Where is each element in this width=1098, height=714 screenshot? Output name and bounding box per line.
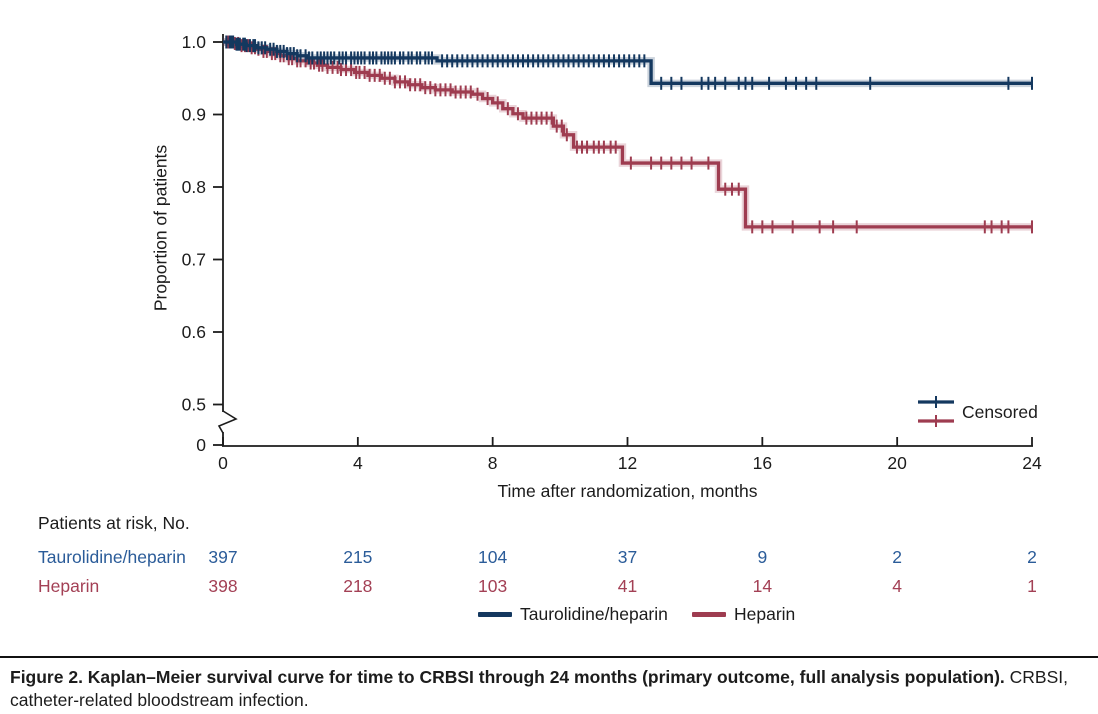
risk-table-title: Patients at risk, No. xyxy=(38,513,190,533)
x-tick-label: 12 xyxy=(618,453,637,473)
risk-count: 1 xyxy=(1027,576,1037,596)
x-tick-label: 8 xyxy=(488,453,498,473)
risk-count: 4 xyxy=(892,576,903,596)
risk-count: 2 xyxy=(1027,547,1037,567)
caption-bold-text: Figure 2. Kaplan–Meier survival curve fo… xyxy=(10,667,1005,687)
caption-divider xyxy=(0,656,1098,658)
risk-row-label-taurolidine: Taurolidine/heparin xyxy=(38,547,186,567)
y-tick-label: 0.8 xyxy=(182,177,206,197)
x-tick-label: 20 xyxy=(887,453,907,473)
x-tick-label: 4 xyxy=(353,453,363,473)
legend-label-heparin: Heparin xyxy=(734,604,796,624)
risk-count: 37 xyxy=(617,547,638,567)
y-tick-label: 0 xyxy=(196,435,206,455)
km-curve-halo-taurolidine-heparin xyxy=(223,38,1032,88)
heparin-line-swatch xyxy=(692,612,726,617)
y-tick-label: 0.6 xyxy=(182,322,206,342)
y-axis-break-icon xyxy=(217,410,238,434)
risk-count: 398 xyxy=(208,576,238,596)
risk-count: 41 xyxy=(617,576,638,596)
risk-count: 218 xyxy=(343,576,373,596)
figure-caption: Figure 2. Kaplan–Meier survival curve fo… xyxy=(10,666,1088,712)
risk-count: 14 xyxy=(752,576,773,596)
x-tick-label: 0 xyxy=(218,453,228,473)
risk-count: 215 xyxy=(343,547,373,567)
km-chart: 1.0 0.9 0.8 0.7 0.6 0.5 00 4 8 12 16 20 24 xyxy=(182,32,1042,473)
x-axis-title: Time after randomization, months xyxy=(497,481,758,501)
risk-count: 2 xyxy=(892,547,903,567)
risk-count: 103 xyxy=(478,576,508,596)
risk-count: 9 xyxy=(757,547,768,567)
censored-legend-label: Censored xyxy=(962,402,1038,422)
x-tick-label: 24 xyxy=(1022,453,1042,473)
risk-count: 104 xyxy=(478,547,508,567)
y-tick-label: 0.5 xyxy=(182,395,206,415)
taurolidine-heparin-line-swatch xyxy=(478,612,512,617)
legend-label-taurolidine: Taurolidine/heparin xyxy=(520,604,668,624)
km-curve-heparin xyxy=(223,40,1032,229)
risk-row-label-heparin: Heparin xyxy=(38,576,100,596)
caption-regular-text: CRBSI, catheter-related bloodstream infe… xyxy=(10,667,1068,710)
risk-count: 397 xyxy=(208,547,238,567)
y-tick-label: 0.9 xyxy=(182,105,206,125)
y-tick-label: 0.7 xyxy=(182,250,206,270)
y-axis-title: Proportion of patients xyxy=(150,144,171,312)
y-tick-label: 1.0 xyxy=(182,32,207,52)
x-tick-label: 16 xyxy=(753,453,772,473)
